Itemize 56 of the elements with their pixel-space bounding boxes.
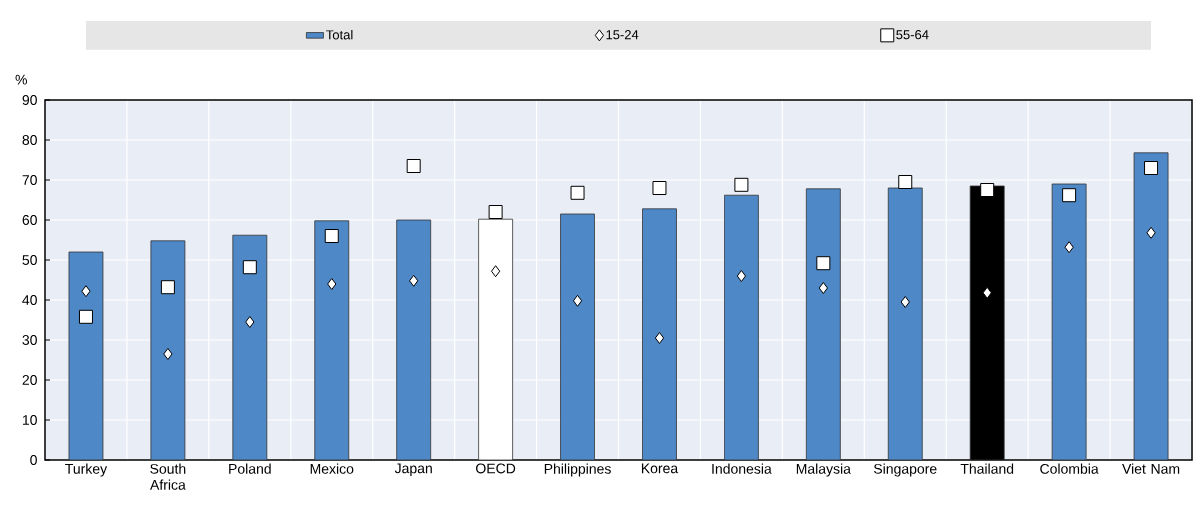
point xyxy=(980,183,995,197)
x-tick-label: South Africa xyxy=(150,463,186,490)
y-axis-title: % xyxy=(15,74,27,85)
point xyxy=(1144,161,1159,175)
legend-label: 55-64 xyxy=(896,30,929,40)
point xyxy=(163,348,173,360)
point xyxy=(736,270,747,282)
y-tick-label: 90 xyxy=(22,95,37,105)
point xyxy=(488,205,503,219)
y-tick-label: 20 xyxy=(22,375,37,385)
y-tick-label: 30 xyxy=(22,335,37,345)
point xyxy=(652,181,667,195)
point xyxy=(898,175,913,189)
x-tick-label: Poland xyxy=(229,463,271,474)
point xyxy=(1146,226,1156,239)
x-tick-label: Singapore xyxy=(873,463,937,477)
x-tick-label: OECD xyxy=(476,463,516,474)
point xyxy=(654,332,665,344)
x-tick-label: Mexico xyxy=(310,463,354,474)
point xyxy=(81,285,91,298)
point xyxy=(734,177,749,192)
x-tick-label: Japan xyxy=(394,463,432,477)
y-tick-label: 70 xyxy=(22,175,37,185)
point xyxy=(816,256,831,271)
point xyxy=(327,278,337,290)
x-tick-label: Korea xyxy=(641,463,679,474)
legend-label: 15-24 xyxy=(606,30,639,40)
x-tick-label: Viet Nam xyxy=(1122,463,1180,474)
legend-label: Total xyxy=(326,29,353,40)
y-tick-label: 10 xyxy=(22,415,37,425)
y-tick-label: 0 xyxy=(30,455,37,465)
x-tick-label: Colombia xyxy=(1040,463,1099,474)
y-tick-label: 50 xyxy=(22,255,37,265)
point xyxy=(490,265,501,278)
point xyxy=(572,294,583,307)
point xyxy=(982,286,992,299)
x-tick-label: Indonesia xyxy=(712,463,772,474)
x-tick-label: Malaysia xyxy=(796,463,851,477)
point xyxy=(245,316,255,328)
point xyxy=(570,185,585,200)
point xyxy=(900,296,910,308)
point xyxy=(160,280,175,295)
point xyxy=(406,159,421,173)
y-tick-label: 40 xyxy=(22,295,37,305)
point xyxy=(1062,188,1077,203)
point xyxy=(242,260,257,275)
point xyxy=(818,282,828,294)
point xyxy=(78,309,93,324)
point xyxy=(324,229,339,243)
y-tick-label: 80 xyxy=(22,135,37,145)
point xyxy=(409,274,419,287)
x-tick-label: Philippines xyxy=(544,463,611,477)
y-tick-label: 60 xyxy=(22,215,37,225)
point xyxy=(1064,241,1074,254)
x-tick-label: Turkey xyxy=(65,463,108,477)
x-tick-label: Thailand xyxy=(960,463,1014,474)
